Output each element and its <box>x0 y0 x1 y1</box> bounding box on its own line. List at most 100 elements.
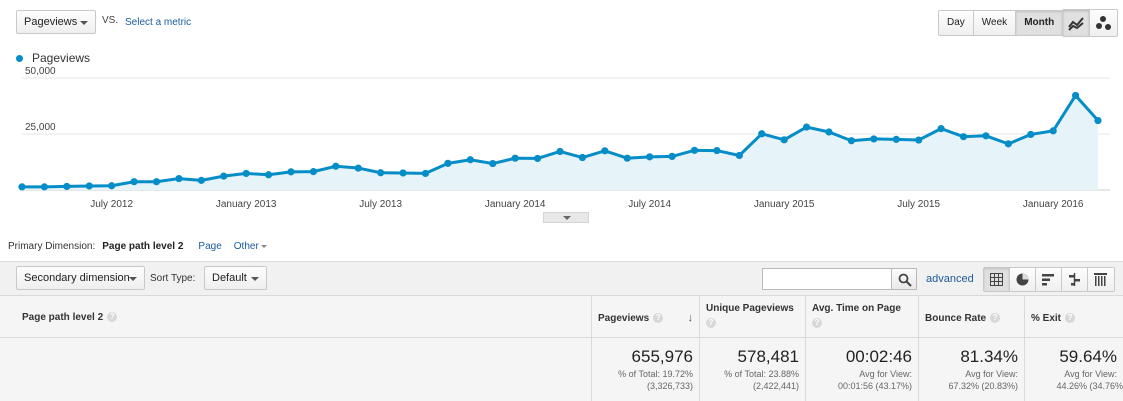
range-month-button[interactable]: Month <box>1016 11 1063 35</box>
chevron-down-icon <box>251 277 259 281</box>
data-point <box>220 172 228 180</box>
select-metric-link[interactable]: Select a metric <box>125 17 192 28</box>
data-point <box>825 128 833 136</box>
search-icon <box>898 273 912 287</box>
help-icon[interactable]: ? <box>653 313 664 324</box>
pie-chart-icon <box>1016 273 1029 286</box>
legend-dot-icon <box>16 54 23 62</box>
pie-view-button[interactable] <box>1010 268 1036 291</box>
data-point <box>152 178 161 186</box>
data-point <box>1027 130 1035 139</box>
data-point <box>130 178 138 186</box>
data-point <box>982 132 990 140</box>
total-subline: (2,422,441) <box>752 381 799 391</box>
secondary-dimension-select[interactable]: Secondary dimension <box>16 266 145 290</box>
column-header-page-path[interactable]: Page path level 2? <box>0 296 591 338</box>
data-point <box>758 130 766 138</box>
table-view-toggle <box>983 267 1115 292</box>
column-header-label: Avg. Time on Page <box>812 303 901 314</box>
pivot-table-icon <box>1094 273 1107 286</box>
x-tick-label: January 2013 <box>216 199 277 210</box>
bubble-chart-icon <box>1096 16 1111 30</box>
advanced-filter-link[interactable]: advanced <box>926 273 974 285</box>
dimension-link-other[interactable]: Other <box>234 241 267 252</box>
comparison-view-button[interactable] <box>1062 268 1088 291</box>
column-header-bounce-rate[interactable]: Bounce Rate? <box>918 296 1024 338</box>
line-chart-button[interactable] <box>1063 10 1090 36</box>
data-point <box>399 169 407 177</box>
data-point <box>937 125 945 133</box>
sort-type-value: Default <box>212 272 247 284</box>
total-unique-pageviews: 578,481 % of Total: 23.88% (2,422,441) <box>699 338 805 401</box>
data-point <box>847 137 856 145</box>
total-value: 578,481 <box>737 347 799 366</box>
column-header-exit[interactable]: % Exit? <box>1024 296 1123 338</box>
pivot-view-button[interactable] <box>1088 268 1114 291</box>
chart-collapse-handle[interactable] <box>543 212 589 223</box>
vs-label: VS. <box>102 15 119 26</box>
help-icon[interactable]: ? <box>107 312 118 323</box>
data-point <box>556 147 564 156</box>
pageviews-chart: 50,000 25,000 July 2012 January 2013 July 20… <box>18 66 1110 210</box>
total-value: 59.64% <box>1059 347 1117 366</box>
data-point <box>713 146 721 155</box>
x-tick-label: July 2013 <box>359 199 402 210</box>
chart-header: Pageviews VS. Select a metric Day Week M… <box>0 0 1123 44</box>
column-header-avg-time[interactable]: Avg. Time on Page? <box>805 296 918 338</box>
help-icon[interactable]: ? <box>812 318 822 328</box>
help-icon[interactable]: ? <box>990 313 1001 324</box>
data-point <box>511 154 519 162</box>
data-point <box>668 152 676 160</box>
data-point <box>892 135 900 143</box>
total-subline: Avg for View: <box>1064 369 1117 379</box>
chevron-down-icon <box>260 244 267 248</box>
range-day-button[interactable]: Day <box>939 11 974 35</box>
data-table-view-button[interactable] <box>984 268 1010 291</box>
total-subline: (3,326,733) <box>646 381 693 391</box>
total-subline: Avg for View: <box>965 369 1018 379</box>
search-button[interactable] <box>891 268 917 290</box>
performance-view-button[interactable] <box>1036 268 1062 291</box>
data-point <box>489 159 497 168</box>
chart-type-toggle <box>1062 9 1118 37</box>
y-tick-label: 25,000 <box>25 122 56 133</box>
data-point <box>18 183 26 191</box>
x-tick-label: January 2016 <box>1023 199 1084 210</box>
data-point <box>915 136 923 144</box>
chevron-down-icon <box>80 21 88 25</box>
metric-select[interactable]: Pageviews <box>16 10 96 34</box>
dimension-link-page[interactable]: Page <box>198 241 222 252</box>
x-tick-label: January 2015 <box>754 199 815 210</box>
table-search-input[interactable] <box>762 268 892 290</box>
primary-dimension-bar: Primary Dimension: Page path level 2 Pag… <box>8 241 279 252</box>
column-header-label: Page path level 2 <box>22 312 104 323</box>
sort-down-arrow-icon: ↓ <box>687 312 694 324</box>
column-header-pageviews[interactable]: Pageviews? ↓ <box>591 296 699 338</box>
data-point <box>690 146 699 154</box>
series-area <box>22 95 1098 190</box>
primary-dimension-label: Primary Dimension: <box>8 241 96 252</box>
data-point <box>332 162 340 170</box>
total-subline: 67.32% (20.83%) <box>948 381 1018 391</box>
table-toolbar: Secondary dimension Sort Type: Default a… <box>0 261 1123 295</box>
data-point <box>444 159 452 167</box>
column-header-unique-pageviews[interactable]: Unique Pageviews? <box>699 296 805 338</box>
data-point <box>646 153 654 161</box>
dimension-link-other-label: Other <box>233 241 259 252</box>
sort-type-select[interactable]: Default <box>204 266 267 290</box>
column-header-label: Unique Pageviews <box>706 303 794 314</box>
data-point <box>735 151 743 160</box>
help-icon[interactable]: ? <box>706 318 716 328</box>
total-bounce-rate: 81.34% Avg for View: 67.32% (20.83%) <box>918 338 1024 401</box>
help-icon[interactable]: ? <box>1065 313 1076 324</box>
data-point <box>287 168 295 176</box>
motion-chart-button[interactable] <box>1090 10 1117 36</box>
x-tick-label: January 2014 <box>485 199 546 210</box>
data-point <box>85 182 93 190</box>
grid-table-icon <box>990 273 1003 286</box>
total-subline: 44.26% (34.76% <box>1056 381 1123 391</box>
data-point <box>63 182 71 191</box>
range-week-button[interactable]: Week <box>973 11 1017 35</box>
total-subline: % of Total: 19.72% <box>618 369 693 379</box>
data-point <box>802 123 811 131</box>
